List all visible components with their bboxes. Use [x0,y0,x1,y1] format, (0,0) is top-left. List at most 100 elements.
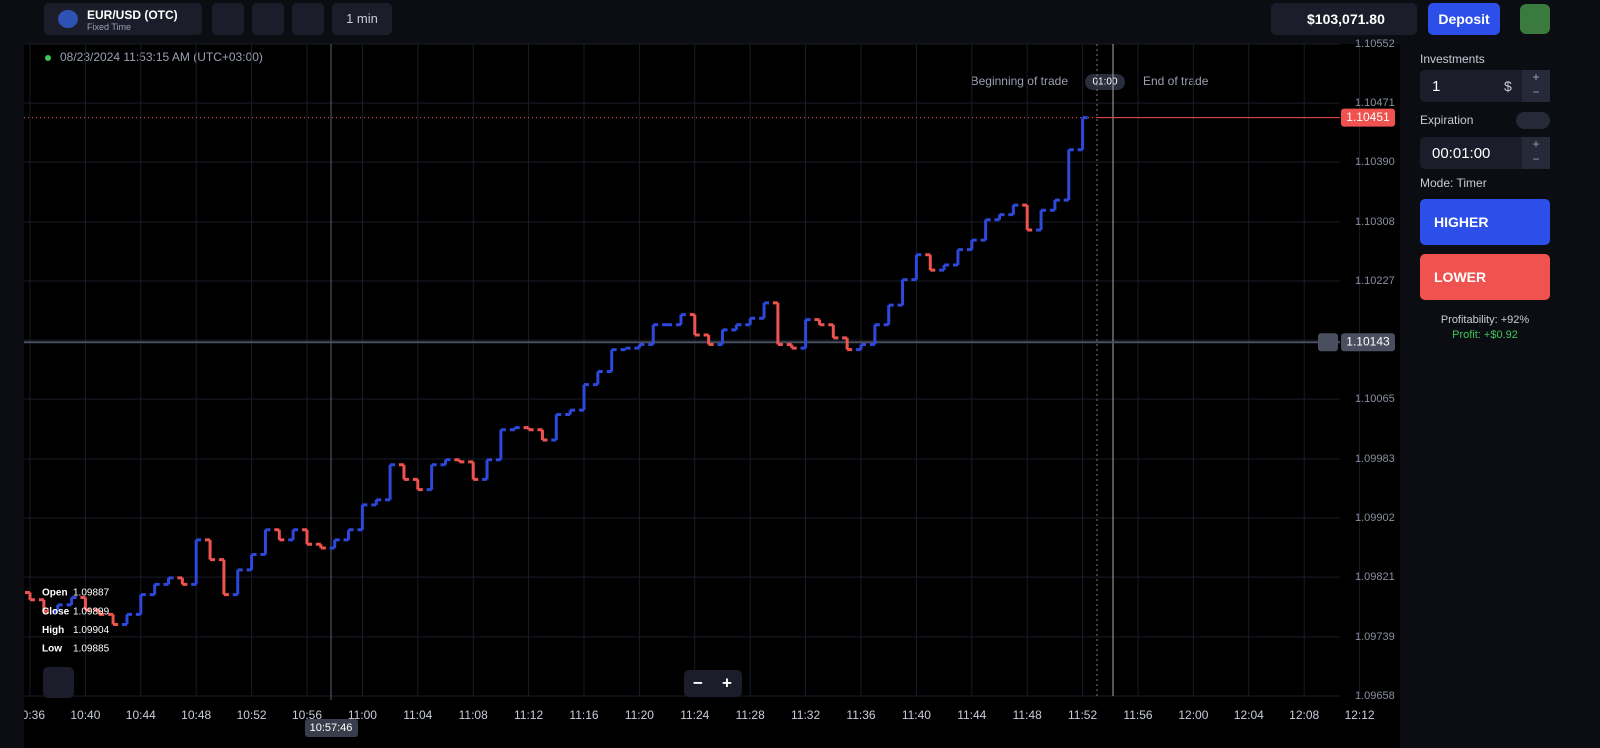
x-tick-label: 11:36 [846,708,875,722]
ohlc-bar [38,598,49,613]
ohlc-bar [163,576,174,586]
ohlc-bar [565,408,576,416]
ohlc-bar [482,458,493,481]
time: 00:01:00 [1432,145,1491,162]
ohlc-bar [1049,198,1060,212]
higher-button[interactable]: HIGHER [1420,199,1550,245]
ohlc-bar [579,383,589,412]
x-tick-label: 11:12 [514,708,543,722]
lower-button[interactable]: LOWER [1420,254,1550,300]
chart: 08/23/2024 11:53:15 AM (UTC+03:00) Begin… [14,37,1400,748]
ohlc-bar [1036,208,1047,232]
trade-start: Beginning of trade [971,74,1069,88]
y-tick-label: 1.10390 [1355,156,1395,168]
ohlc-bar [523,426,534,432]
expiration-label: Expiration [1420,113,1474,127]
plus[interactable]: + [1532,137,1540,151]
minus[interactable]: − [1532,152,1540,166]
x-tick-label: 11:20 [625,708,654,722]
settings-button [43,667,74,698]
ohlc-bar [814,318,825,327]
ohlc-bar [786,342,797,350]
x-tick-label: 11:24 [680,708,709,722]
balance[interactable]: $103,071.80 [1271,3,1417,35]
currency: $ [1504,78,1512,94]
live-dot [45,55,51,61]
ohlc-bar [939,263,950,272]
plus[interactable]: + [1532,70,1540,84]
symbol: EUR/USD (OTC) [87,8,178,22]
ohlc-bar [1077,116,1088,152]
ohlc-bar [703,333,714,346]
x-tick-label: 11:40 [902,708,931,722]
zoom-in: + [722,673,732,692]
x-tick-label: 12:00 [1178,708,1208,722]
amount-input[interactable]: 1 $ + − [1420,70,1550,102]
ohlc-bar [759,301,770,320]
ohlc-bar [800,318,811,350]
x-tick-label: 11:56 [1123,708,1152,722]
y-tick-label: 1.09821 [1355,571,1395,583]
profit: Profit: +$0.92 [1452,329,1518,341]
ohlc-bar [911,253,922,282]
alert-button[interactable] [292,3,324,35]
y-tick-label: 1.09658 [1355,690,1395,702]
ohlc-bar [952,248,963,267]
ohlc-bar [246,553,257,572]
ohlc-bar [94,608,105,616]
ohlc-bar [495,428,506,462]
x-tick-label: 10:44 [126,708,156,722]
time-stepper[interactable]: + − [1522,137,1550,169]
x-tick-label: 10:48 [181,708,211,722]
ohlc-info-value: 1.09885 [73,644,110,655]
ohlc-bar [869,323,880,346]
ohlc-bar [842,336,853,352]
ohlc-bar [315,542,326,550]
expiration-toggle[interactable] [1516,112,1550,129]
flag [58,10,78,28]
ohlc-bar [772,301,783,346]
ohlc-bar [329,538,340,550]
zoom-out: − [693,673,703,692]
alert-tag [1341,333,1395,352]
x-tick-label: 12:12 [1345,708,1375,722]
ohlc-info-label: High [42,625,64,636]
ohlc-bar [398,463,409,481]
crosshair-time-bg [305,719,358,737]
ohlc-bar [745,316,756,327]
minus[interactable]: − [1532,85,1540,99]
symbol-select[interactable]: EUR/USD (OTC) Fixed Time [44,3,202,35]
x-tick-label: 10:40 [70,708,100,722]
ohlc-bar [135,593,146,616]
chart-type-button[interactable] [212,3,244,35]
ohlc-bar [856,342,866,352]
x-tick-label: 11:00 [348,708,377,722]
y-tick-label: 1.09739 [1355,631,1395,643]
ohlc-bar [1063,148,1074,202]
ohlc-info-value: 1.09887 [73,588,110,599]
ohlc-bar [689,313,700,337]
ohlc-bar [440,458,451,467]
ohlc-bar [1008,203,1019,217]
ohlc-bar [980,218,991,242]
drawing-button[interactable] [252,3,284,35]
amount-stepper[interactable]: + − [1522,70,1550,102]
ohlc-bar [218,558,229,597]
y-tick-label: 1.09902 [1355,512,1395,524]
timeframe[interactable]: 1 min [332,3,392,35]
ohlc-bar [551,412,562,442]
avatar[interactable] [1520,4,1550,34]
crosshair-time: 10:57:46 [310,722,353,734]
ohlc-bar [108,612,119,627]
y-tick-label: 1.10065 [1355,393,1395,405]
mode: Mode: Timer [1420,176,1487,190]
ohlc-bar [232,568,243,597]
x-tick-label: 12:08 [1289,708,1319,722]
time-input[interactable]: 00:01:00 + − [1420,137,1550,169]
deposit-button[interactable]: Deposit [1428,3,1500,35]
zoom-bg [684,670,742,697]
x-tick-label: 11:28 [736,708,765,722]
ohlc-bar [731,323,742,332]
price-label: 1.10451 [1346,110,1390,124]
